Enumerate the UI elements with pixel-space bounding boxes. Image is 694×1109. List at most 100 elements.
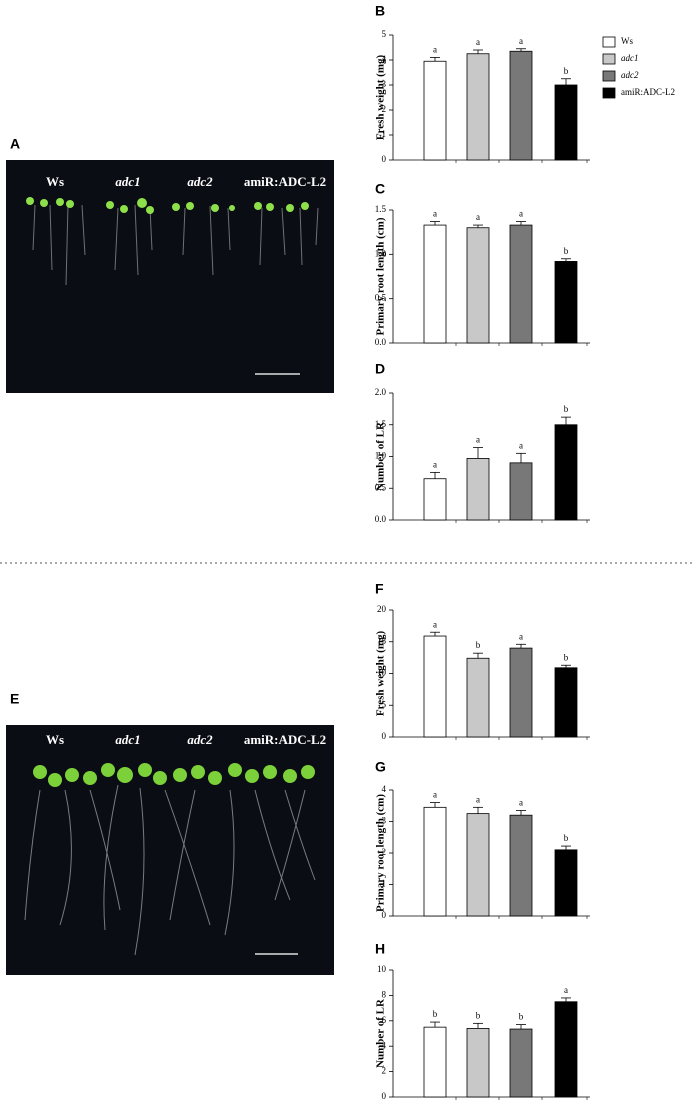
y-tick-label: 1.0 xyxy=(375,248,387,258)
y-tick-label: 1 xyxy=(382,879,387,889)
y-tick-label: 20 xyxy=(377,604,387,614)
significance-letter: a xyxy=(433,209,437,219)
photo-a xyxy=(6,160,334,393)
significance-letter: a xyxy=(433,790,437,800)
legend-swatch xyxy=(602,36,616,48)
significance-letter: a xyxy=(433,459,437,469)
significance-letter: b xyxy=(564,246,569,256)
y-tick-label: 5 xyxy=(382,699,387,709)
photo-e xyxy=(6,725,334,975)
y-tick-label: 0.0 xyxy=(375,514,387,524)
significance-letter: a xyxy=(519,209,523,219)
panel-letter: H xyxy=(375,941,385,957)
y-axis-label: Fresh weight (mg) xyxy=(375,54,387,140)
y-tick-label: 2.0 xyxy=(375,387,387,397)
significance-letter: a xyxy=(564,985,568,995)
bar xyxy=(423,635,447,738)
y-tick-label: 0.5 xyxy=(375,293,387,303)
panel-letter: A xyxy=(10,136,20,152)
bar xyxy=(466,53,490,161)
bar xyxy=(466,813,490,917)
photo-label: adc1 xyxy=(115,732,140,747)
y-tick-label: 15 xyxy=(377,636,387,646)
panel-letter: F xyxy=(375,581,384,597)
y-tick-label: 10 xyxy=(377,964,387,974)
bar xyxy=(423,806,447,917)
y-tick-label: 1.5 xyxy=(375,204,387,214)
panel-letter: D xyxy=(375,361,385,377)
bar xyxy=(554,1001,578,1098)
y-tick-label: 3 xyxy=(382,816,387,826)
y-tick-label: 4 xyxy=(382,54,387,64)
photo-label: amiR:ADC-L2 xyxy=(244,732,326,747)
significance-letter: b xyxy=(564,833,569,843)
significance-letter: b xyxy=(476,640,481,650)
bar xyxy=(466,458,490,521)
significance-letter: a xyxy=(476,794,480,804)
y-tick-label: 2 xyxy=(382,104,387,114)
photo-label: adc1 xyxy=(115,174,140,189)
y-axis-label: Number of LR xyxy=(375,998,387,1068)
bar xyxy=(554,424,578,521)
significance-letter: a xyxy=(476,212,480,222)
bar xyxy=(554,849,578,917)
y-tick-label: 0 xyxy=(382,1091,387,1101)
legend-label: adc1 xyxy=(621,53,639,63)
bar xyxy=(509,50,533,161)
photo-label: Ws xyxy=(46,732,64,747)
y-tick-label: 0 xyxy=(382,731,387,741)
significance-letter: b xyxy=(564,652,569,662)
y-tick-label: 1 xyxy=(382,129,387,139)
y-axis-label: Number of LR xyxy=(375,421,387,491)
bar xyxy=(423,60,447,161)
y-tick-label: 0 xyxy=(382,910,387,920)
significance-letter: a xyxy=(476,37,480,47)
photo-label: Ws xyxy=(46,174,64,189)
y-tick-label: 0.0 xyxy=(375,337,387,347)
bar xyxy=(466,1028,490,1098)
significance-letter: a xyxy=(519,631,523,641)
significance-letter: b xyxy=(519,1012,524,1022)
bar xyxy=(509,224,533,344)
bar xyxy=(466,227,490,344)
photo-label: adc2 xyxy=(187,174,213,189)
bar xyxy=(423,224,447,344)
y-tick-label: 8 xyxy=(382,989,387,999)
significance-letter: b xyxy=(564,66,569,76)
panel-letter: G xyxy=(375,759,386,775)
legend-swatch xyxy=(602,70,616,82)
panel-letter: E xyxy=(10,691,19,707)
bar xyxy=(423,478,447,521)
y-tick-label: 4 xyxy=(382,1040,387,1050)
y-tick-label: 10 xyxy=(377,668,387,678)
y-tick-label: 0 xyxy=(382,154,387,164)
legend-label: adc2 xyxy=(621,70,639,80)
y-axis-label: Fresh weight (mg) xyxy=(375,630,387,716)
bar xyxy=(554,261,578,344)
significance-letter: a xyxy=(476,435,480,445)
bar xyxy=(554,667,578,738)
bar xyxy=(466,657,490,738)
y-tick-label: 5 xyxy=(382,29,387,39)
y-axis-label: Primary root length (cm) xyxy=(375,217,387,335)
bar xyxy=(423,1026,447,1098)
y-tick-label: 0.5 xyxy=(375,482,387,492)
bar xyxy=(509,1028,533,1098)
significance-letter: b xyxy=(564,404,569,414)
panel-letter: B xyxy=(375,3,385,19)
bar xyxy=(509,647,533,738)
significance-letter: a xyxy=(519,440,523,450)
y-tick-label: 2 xyxy=(382,1066,387,1076)
y-axis-label: Primary root length (cm) xyxy=(375,794,387,912)
y-tick-label: 3 xyxy=(382,79,387,89)
photo-label: amiR:ADC-L2 xyxy=(244,174,326,189)
significance-letter: a xyxy=(519,798,523,808)
y-tick-label: 4 xyxy=(382,784,387,794)
significance-letter: a xyxy=(433,619,437,629)
photo-label: adc2 xyxy=(187,732,213,747)
significance-letter: b xyxy=(433,1009,438,1019)
y-tick-label: 1.5 xyxy=(375,419,387,429)
significance-letter: a xyxy=(519,36,523,46)
bar xyxy=(554,84,578,161)
